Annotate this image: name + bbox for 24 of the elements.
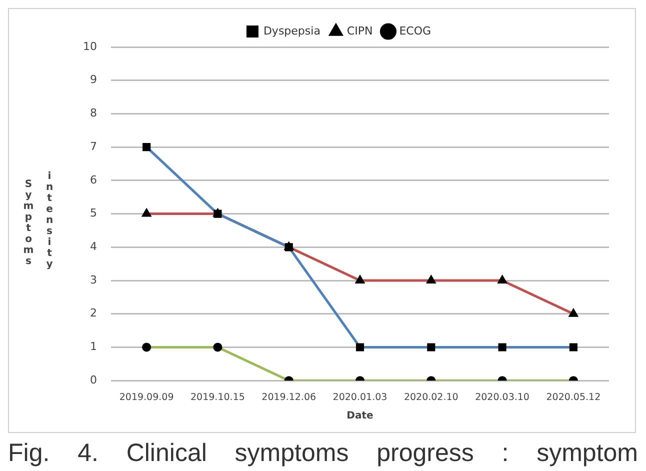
y-tick-label: 8 [90, 106, 97, 120]
x-tick-label: 2020.02.10 [404, 391, 458, 402]
x-tick-label: 2020.01.03 [332, 391, 388, 402]
y-tick-label: 3 [90, 272, 97, 286]
y-tick-label: 9 [90, 72, 97, 86]
y-tick-label: 0 [90, 372, 97, 386]
y-tick-label: 4 [90, 240, 97, 253]
x-tick-label: 2019.09.09 [119, 391, 174, 402]
y-tick-label: 1 [90, 340, 97, 353]
x-axis-title: Date [346, 410, 374, 422]
x-tick-label: 2019.10.15 [190, 391, 245, 402]
legend-label: Dyspepsia [263, 24, 320, 37]
legend-label: CIPN [346, 24, 373, 37]
caption: Fig. 4. Clinical symptoms progress : symptom [8, 439, 638, 468]
y-tick-label: 7 [90, 139, 97, 152]
y-tick-label: 5 [90, 206, 97, 220]
y-tick-label: 6 [90, 172, 97, 186]
x-tick-label: 2019.12.06 [262, 391, 316, 402]
x-tick-label: 2020.05.12 [546, 391, 601, 402]
legend-label: ECOG [399, 24, 432, 37]
x-tick-label: 2020.03.10 [475, 391, 530, 402]
y-axis-title: Symptoms intensity [22, 171, 56, 270]
y-tick-label: 2 [90, 306, 97, 320]
y-tick-label: 10 [82, 39, 97, 52]
